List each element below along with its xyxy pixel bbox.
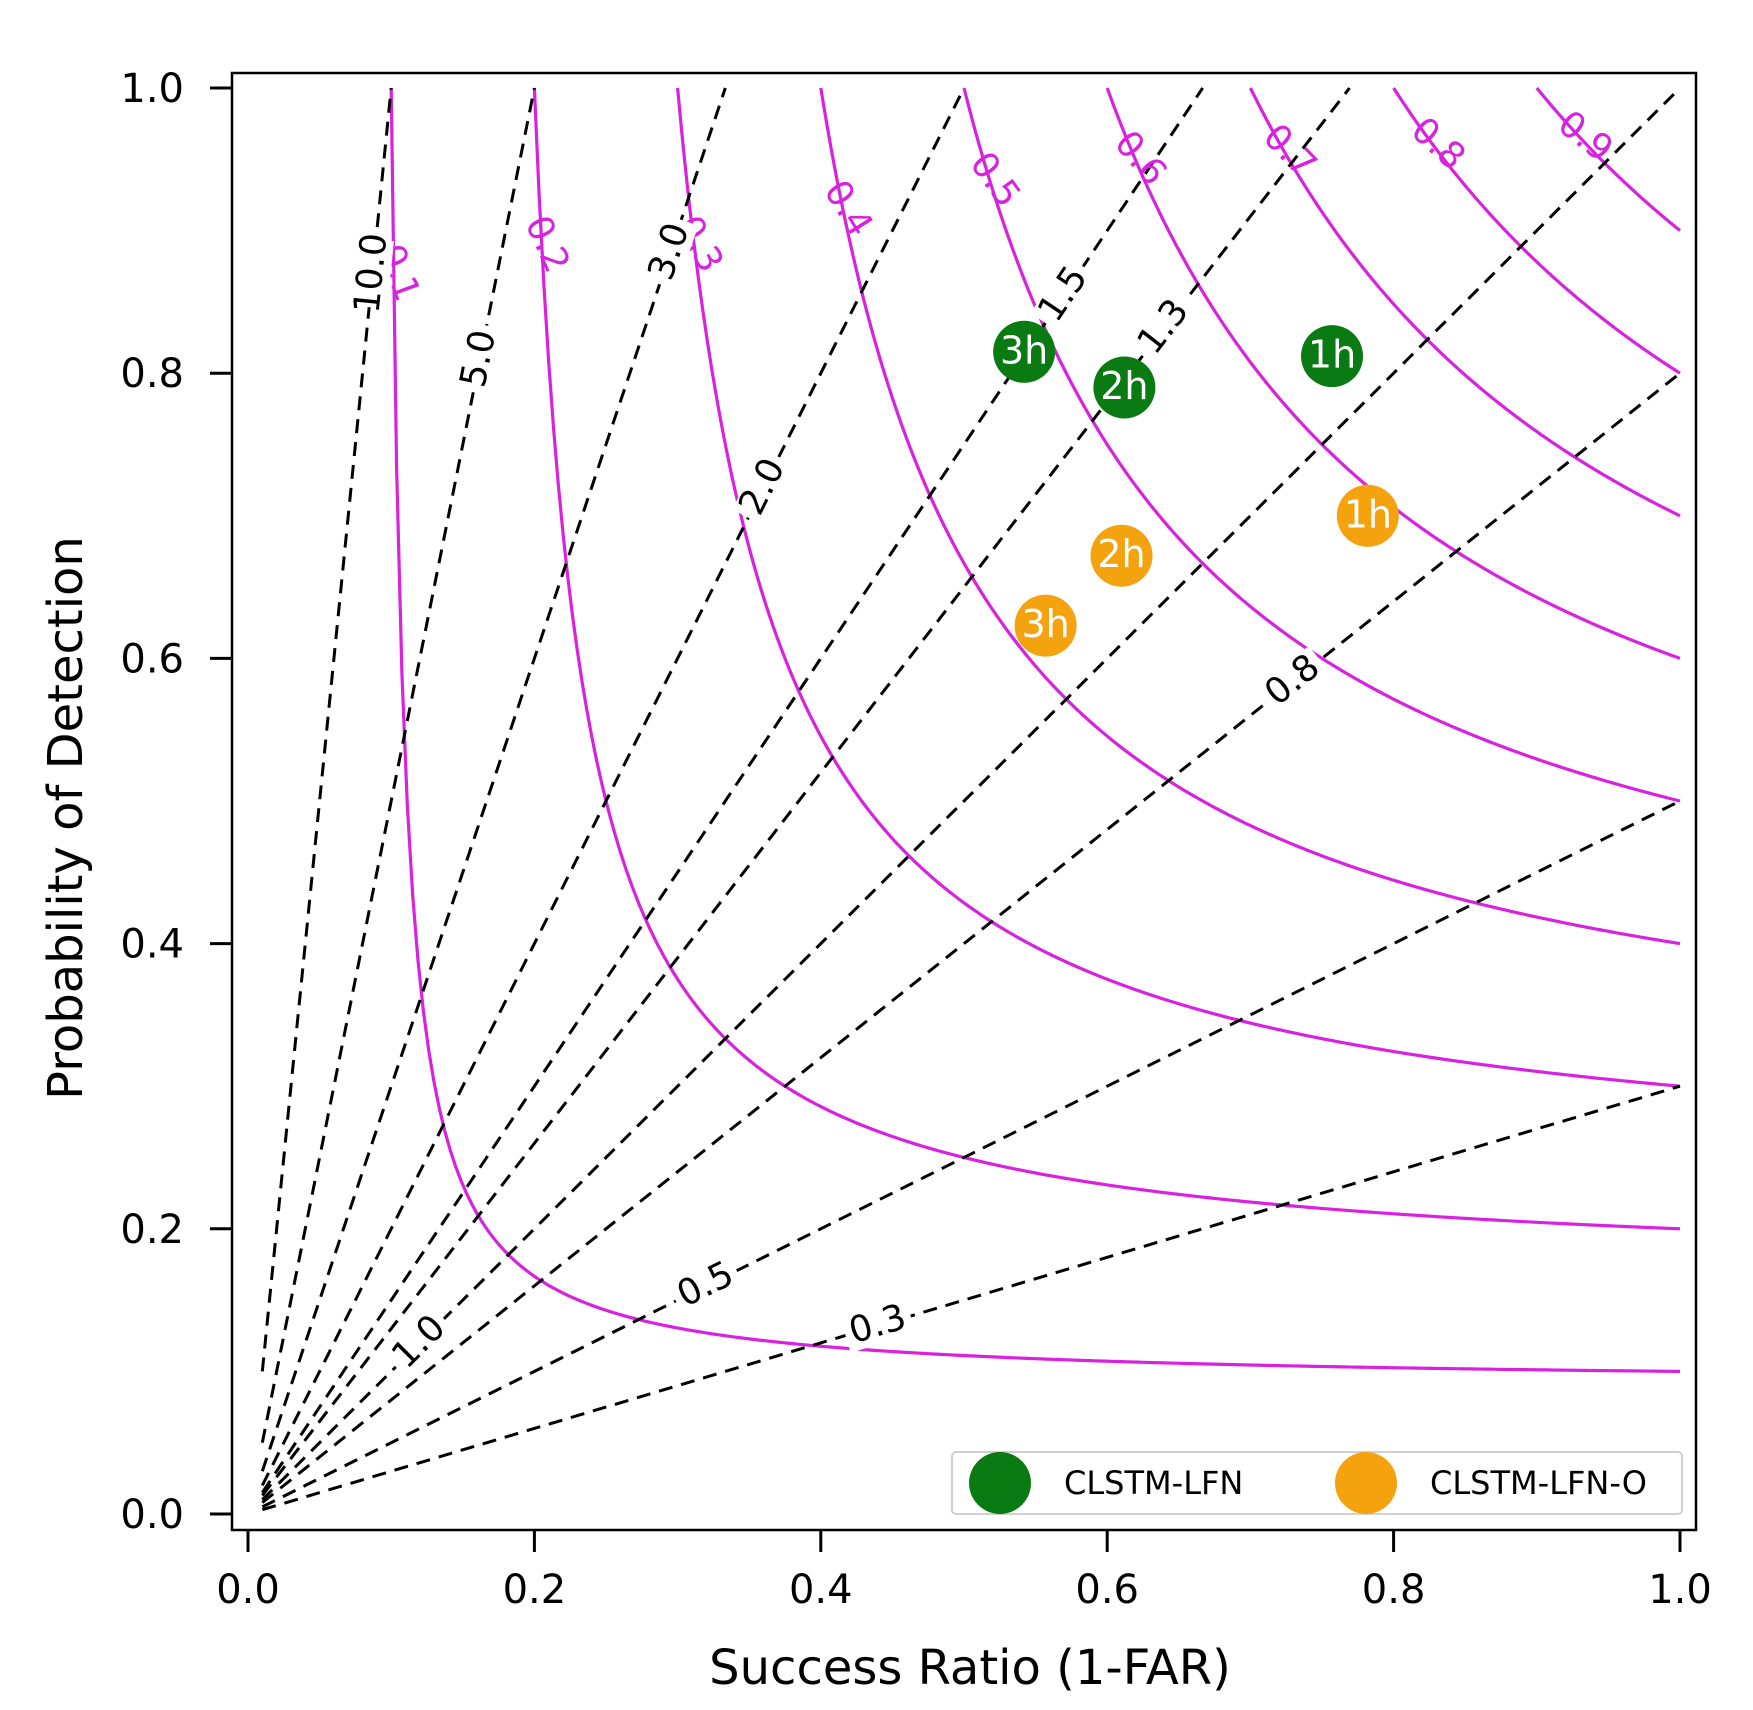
bias-label-background <box>642 214 699 290</box>
legend-entry-label: CLSTM-LFN-O <box>1430 1464 1647 1502</box>
axes: 0.0 0.2 0.4 0.6 0.8 1.0 0.0 0.2 0.4 0.6 0.8 1.0 <box>120 66 1711 1613</box>
bias-label-background <box>667 1254 745 1318</box>
data-point-marker <box>1014 594 1077 657</box>
legend: CLSTM-LFN CLSTM-LFN-O <box>951 1451 1683 1515</box>
csi-contour-line <box>819 87 1681 946</box>
bias-line <box>261 86 1682 1501</box>
legend-entry-label: CLSTM-LFN <box>1064 1464 1243 1502</box>
data-point-label: 3h <box>1000 328 1048 372</box>
data-point-marker <box>1093 356 1156 419</box>
y-tick-label: 0.6 <box>120 636 184 682</box>
bias-line-label: 10.0 <box>347 231 396 315</box>
data-point-label: 1h <box>1308 333 1356 377</box>
bias-line <box>260 87 536 1443</box>
data-point-marker <box>1301 325 1364 388</box>
data-point-marker <box>1090 524 1153 587</box>
legend-box <box>951 1451 1683 1515</box>
csi-contour-line <box>962 87 1681 803</box>
y-tick-label: 0.4 <box>120 922 184 968</box>
bias-label-background <box>840 1298 916 1353</box>
bias-label-background <box>1129 289 1200 366</box>
data-points: 1h 2h 3h 1h 2h 3h <box>993 320 1399 657</box>
bias-label-background <box>1030 256 1099 334</box>
y-tick-label: 0.2 <box>120 1207 184 1253</box>
x-tick-label: 0.2 <box>503 1567 567 1613</box>
data-point-label: 2h <box>1097 532 1145 576</box>
bias-label-background <box>455 322 505 396</box>
bias-line <box>261 799 1681 1509</box>
bias-line <box>261 372 1681 1504</box>
bias-label-background <box>351 237 394 310</box>
y-tick-label: 1.0 <box>120 66 184 112</box>
x-tick-label: 0.0 <box>216 1567 280 1613</box>
x-tick-label: 1.0 <box>1648 1567 1712 1613</box>
data-point-label: 3h <box>1021 602 1069 646</box>
bias-label-background <box>383 1306 457 1380</box>
x-tick-label: 0.8 <box>1362 1567 1426 1613</box>
y-axis-label: Probability of Detection <box>38 536 94 1100</box>
bias-line <box>261 1084 1681 1512</box>
data-point-marker <box>1336 484 1399 547</box>
csi-contour-line <box>389 87 1681 1373</box>
bias-label-background <box>732 448 795 526</box>
legend-marker <box>969 1452 1031 1514</box>
x-tick-label: 0.6 <box>1075 1567 1139 1613</box>
csi-contour-line <box>1392 87 1681 375</box>
bias-label-background <box>1255 645 1332 717</box>
csi-contour-line <box>676 87 1681 1088</box>
bias-line <box>260 87 393 1372</box>
data-point-marker <box>993 320 1056 383</box>
csi-contour-line <box>1535 86 1681 232</box>
y-tick-label: 0.0 <box>120 1492 184 1538</box>
data-point-label: 2h <box>1100 364 1148 408</box>
legend-marker <box>1335 1452 1397 1514</box>
y-tick-label: 0.8 <box>120 351 184 397</box>
bias-line <box>260 87 727 1472</box>
x-tick-label: 0.4 <box>789 1567 853 1613</box>
plot-frame <box>230 71 1698 1532</box>
x-axis-label: Success Ratio (1-FAR) <box>709 1640 1231 1696</box>
csi-contour-line <box>1248 87 1681 518</box>
data-point-label: 1h <box>1344 492 1392 536</box>
bias-line <box>260 87 966 1487</box>
